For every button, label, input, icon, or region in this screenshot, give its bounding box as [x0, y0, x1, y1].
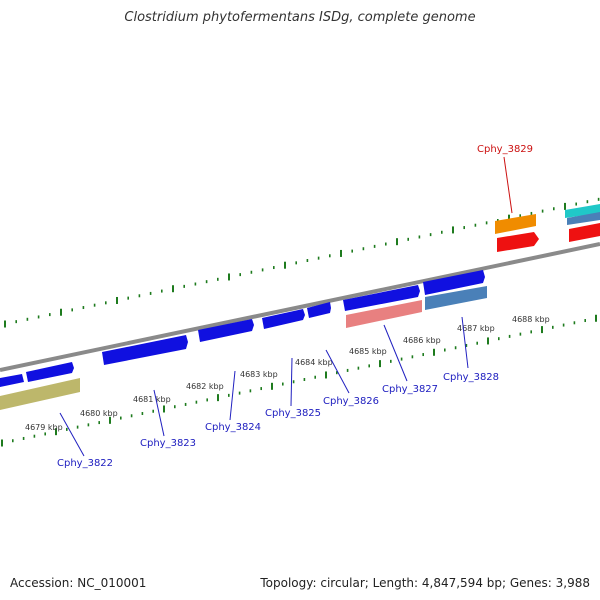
leader-line — [503, 156, 513, 214]
gene-arrow[interactable] — [0, 374, 24, 387]
gene-arrow[interactable] — [423, 270, 485, 295]
gene-label[interactable]: Cphy_3824 — [205, 422, 261, 433]
gene-block[interactable] — [0, 378, 80, 410]
gene-block[interactable] — [495, 214, 536, 234]
gene-arrow[interactable] — [307, 302, 331, 318]
accession-text: Accession: NC_010001 — [10, 576, 147, 590]
leader-line — [153, 389, 165, 437]
kbp-label: 4683 kbp — [240, 370, 278, 379]
kbp-label: 4687 kbp — [457, 324, 495, 333]
gene-labels: Cphy_3822 Cphy_3823 Cphy_3824 Cphy_3825 … — [57, 144, 533, 469]
gene-arrow[interactable] — [262, 309, 305, 329]
gene-label[interactable]: Cphy_3829 — [477, 144, 533, 155]
gene-arrow[interactable] — [198, 319, 254, 342]
genome-backbone — [0, 242, 600, 372]
map-title: Clostridium phytofermentans ISDg, comple… — [124, 10, 476, 25]
gene-arrow[interactable] — [343, 285, 420, 311]
kbp-label: 4682 kbp — [186, 382, 224, 391]
gene-label[interactable]: Cphy_3822 — [57, 458, 113, 469]
gene-label[interactable]: Cphy_3827 — [382, 384, 438, 395]
reverse-genes — [0, 286, 487, 410]
kbp-label: 4679 kbp — [25, 423, 63, 432]
gene-block[interactable] — [346, 300, 422, 328]
kbp-label: 4681 kbp — [133, 395, 171, 404]
forward-genes — [0, 270, 485, 387]
gene-label[interactable]: Cphy_3823 — [140, 438, 196, 449]
kbp-label: 4686 kbp — [403, 336, 441, 345]
upper-track-genes — [495, 204, 600, 252]
gene-label[interactable]: Cphy_3825 — [265, 408, 321, 419]
tick-track-upper — [4, 197, 600, 328]
genome-summary: Topology: circular; Length: 4,847,594 bp… — [260, 576, 590, 590]
gene-arrow[interactable] — [26, 362, 74, 382]
leader-line — [59, 412, 85, 457]
gene-arrow[interactable] — [569, 223, 600, 242]
gene-arrow[interactable] — [497, 232, 539, 252]
gene-label[interactable]: Cphy_3828 — [443, 372, 499, 383]
leader-line — [229, 370, 236, 421]
kbp-label: 4680 kbp — [80, 409, 118, 418]
gene-block[interactable] — [425, 286, 487, 310]
gene-block[interactable] — [567, 212, 600, 225]
kbp-labels: 4679 kbp 4680 kbp 4681 kbp 4682 kbp 4683… — [25, 315, 550, 432]
leader-line — [383, 324, 408, 382]
gene-arrow[interactable] — [102, 335, 188, 365]
gene-block[interactable] — [565, 204, 600, 218]
gene-label[interactable]: Cphy_3826 — [323, 396, 379, 407]
leader-line — [461, 316, 469, 369]
kbp-label: 4685 kbp — [349, 347, 387, 356]
gene-label-leaders — [59, 156, 513, 457]
kbp-label: 4688 kbp — [512, 315, 550, 324]
leader-line — [290, 357, 293, 407]
leader-line — [325, 349, 350, 394]
kbp-label: 4684 kbp — [295, 358, 333, 367]
tick-track-lower — [1, 314, 597, 447]
